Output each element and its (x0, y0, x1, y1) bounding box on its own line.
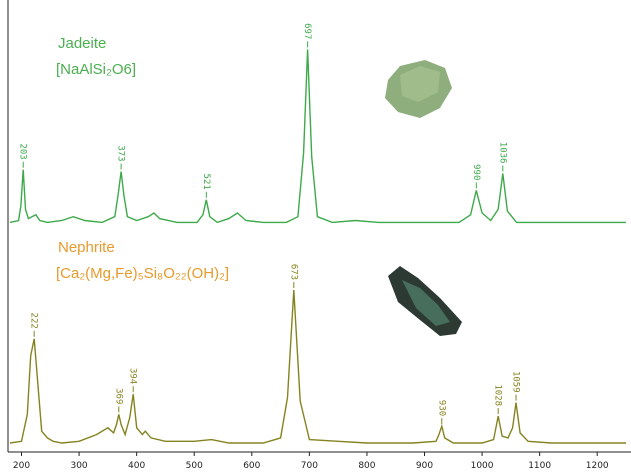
peak-label: 369 (113, 388, 123, 404)
x-tick-label: 800 (358, 461, 375, 471)
peak-label: 930 (436, 400, 446, 416)
peak-label: 373 (116, 145, 126, 161)
peak-label: 697 (302, 23, 312, 39)
spectrum-formula: [NaAlSi₂O6] (56, 61, 136, 78)
nephrite-photo (388, 266, 462, 336)
x-tick-label: 700 (301, 461, 318, 471)
x-tick-label: 400 (128, 461, 145, 471)
x-tick-label: 600 (243, 461, 260, 471)
x-tick-label: 200 (13, 461, 30, 471)
spectrum-formula: [Ca₂(Mg,Fe)₅Si₈O₂₂(OH)₂] (56, 265, 229, 282)
peak-label: 990 (471, 164, 481, 180)
peak-label: 1028 (493, 384, 503, 406)
x-tick-label: 1100 (528, 461, 551, 471)
peak-label: 203 (18, 143, 28, 159)
peak-label: 1036 (497, 142, 507, 164)
x-tick-label: 1200 (586, 461, 609, 471)
x-tick-label: 300 (70, 461, 87, 471)
x-tick-label: 500 (186, 461, 203, 471)
peak-label: 394 (128, 368, 138, 384)
spectrum-title: Nephrite (58, 239, 115, 256)
spectrum-line (9, 49, 626, 224)
peak-label: 222 (29, 313, 39, 329)
jadeite-photo (385, 60, 452, 118)
x-tick-label: 1000 (471, 461, 494, 471)
x-tick-label: 900 (416, 461, 433, 471)
spectrum-title: Jadeite (58, 35, 106, 52)
spectrum-line (9, 290, 626, 444)
peak-label: 521 (201, 174, 211, 190)
peak-label: 1059 (511, 371, 521, 393)
peak-label: 673 (288, 264, 298, 280)
